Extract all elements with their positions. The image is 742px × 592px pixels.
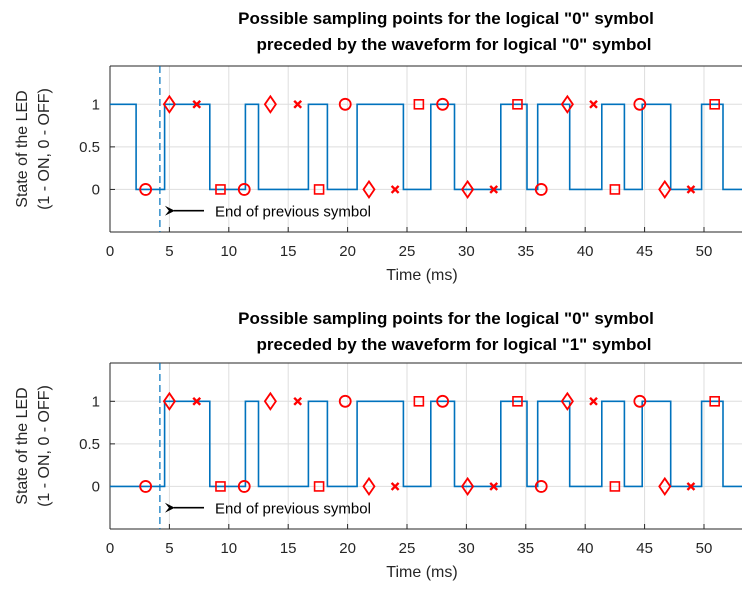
y-tick-label: 1 <box>92 393 100 410</box>
annotation-text: End of previous symbol <box>215 204 371 221</box>
x-tick-label: 35 <box>517 540 534 557</box>
sample-diamond-marker <box>362 476 376 497</box>
x-tick-label: 10 <box>220 540 237 557</box>
sample-cross-marker <box>489 185 499 194</box>
y-axis-label-line-1: State of the LED <box>14 387 31 504</box>
x-tick-label: 5 <box>165 243 173 260</box>
x-tick-label: 30 <box>458 243 475 260</box>
plot-area <box>110 363 742 529</box>
sample-cross-marker <box>390 482 400 491</box>
sample-circle-marker <box>534 183 548 196</box>
sample-diamond-marker <box>263 94 277 114</box>
sample-diamond-marker <box>560 94 574 114</box>
chart-panel-2: 0 5 10 15 20 25 30 35 40 45 50 0 0.5 1 Possible sampli… <box>14 309 742 581</box>
sample-diamond-marker <box>263 391 277 411</box>
plot-content <box>110 363 742 529</box>
sample-diamond-marker <box>560 391 574 411</box>
x-tick-label: 45 <box>636 243 653 260</box>
sample-cross-marker <box>390 185 400 194</box>
chart-title-line-2: preceded by the waveform for logical "0"… <box>257 35 652 54</box>
chart-title-line-1: Possible sampling points for the logical… <box>238 309 654 328</box>
sample-circle-marker <box>534 480 548 493</box>
y-tick-label: 1 <box>92 96 100 113</box>
x-tick-label: 5 <box>165 540 173 557</box>
sample-square-marker <box>215 481 226 492</box>
sample-circle-marker <box>436 97 450 111</box>
sample-square-marker <box>215 184 226 195</box>
sample-cross-marker <box>192 396 202 406</box>
led-state-waveform <box>110 400 742 488</box>
sample-diamond-marker <box>460 179 475 200</box>
x-tick-label: 15 <box>280 540 297 557</box>
sample-cross-marker <box>686 185 696 194</box>
y-tick-label: 0.5 <box>79 139 100 156</box>
x-tick-label: 50 <box>696 540 713 557</box>
chart-title-line-1: Possible sampling points for the logical… <box>238 9 654 28</box>
sample-circle-marker <box>436 394 450 408</box>
x-axis-label: Time (ms) <box>386 267 457 284</box>
chart-title-line-2: preceded by the waveform for logical "1"… <box>257 335 652 354</box>
sample-circle-marker <box>139 183 153 196</box>
sample-square-marker <box>413 396 425 407</box>
sample-circle-marker <box>633 394 647 408</box>
x-tick-label: 30 <box>458 540 475 557</box>
plot-content <box>110 66 742 232</box>
x-tick-label: 0 <box>106 540 114 557</box>
sample-circle-marker <box>338 394 352 408</box>
sample-circle-marker <box>237 480 251 493</box>
sample-square-marker <box>512 396 523 407</box>
sample-cross-marker <box>293 99 303 109</box>
y-axis-label-line-1: State of the LED <box>14 90 31 207</box>
sample-diamond-marker <box>460 476 475 497</box>
x-tick-label: 15 <box>280 243 297 260</box>
y-tick-label: 0.5 <box>79 436 100 453</box>
y-axis-label-line-2: (1 - ON, 0 - OFF) <box>36 88 53 210</box>
sample-square-marker <box>512 99 523 110</box>
x-tick-label: 40 <box>577 540 594 557</box>
x-tick-label: 0 <box>106 243 114 260</box>
x-tick-label: 35 <box>517 243 534 260</box>
sample-diamond-marker <box>162 94 176 114</box>
x-tick-label: 45 <box>636 540 653 557</box>
x-tick-label: 25 <box>399 540 416 557</box>
plot-area <box>110 66 742 232</box>
led-state-waveform <box>110 103 742 191</box>
x-tick-label: 20 <box>339 243 356 260</box>
sample-cross-marker <box>489 482 499 491</box>
sample-cross-marker <box>686 482 696 491</box>
sample-square-marker <box>609 481 621 492</box>
sample-diamond-marker <box>362 179 376 200</box>
sample-diamond-marker <box>658 476 672 497</box>
x-axis-label: Time (ms) <box>386 564 457 581</box>
sample-cross-marker <box>589 396 598 406</box>
x-tick-label: 10 <box>220 243 237 260</box>
sample-cross-marker <box>293 396 303 406</box>
sample-square-marker <box>709 396 720 407</box>
sample-circle-marker <box>338 97 352 111</box>
sample-square-marker <box>413 99 425 110</box>
x-tick-label: 40 <box>577 243 594 260</box>
sample-circle-marker <box>633 97 647 111</box>
y-tick-label: 0 <box>92 478 100 495</box>
sample-diamond-marker <box>162 391 176 411</box>
sample-square-marker <box>709 99 720 110</box>
sample-square-marker <box>313 184 325 195</box>
sample-circle-marker <box>139 480 153 493</box>
sample-cross-marker <box>589 99 598 109</box>
sample-cross-marker <box>192 99 202 109</box>
x-tick-label: 20 <box>339 540 356 557</box>
y-tick-label: 0 <box>92 181 100 198</box>
x-tick-label: 50 <box>696 243 713 260</box>
sample-circle-marker <box>237 183 251 196</box>
chart-panel-1: 0 5 10 15 20 25 30 35 40 45 50 0 0.5 1 Possible sampli… <box>14 9 742 284</box>
x-tick-label: 25 <box>399 243 416 260</box>
sample-square-marker <box>609 184 621 195</box>
annotation-text: End of previous symbol <box>215 501 371 518</box>
sample-square-marker <box>313 481 325 492</box>
y-axis-label-line-2: (1 - ON, 0 - OFF) <box>36 385 53 507</box>
sample-diamond-marker <box>658 179 672 200</box>
